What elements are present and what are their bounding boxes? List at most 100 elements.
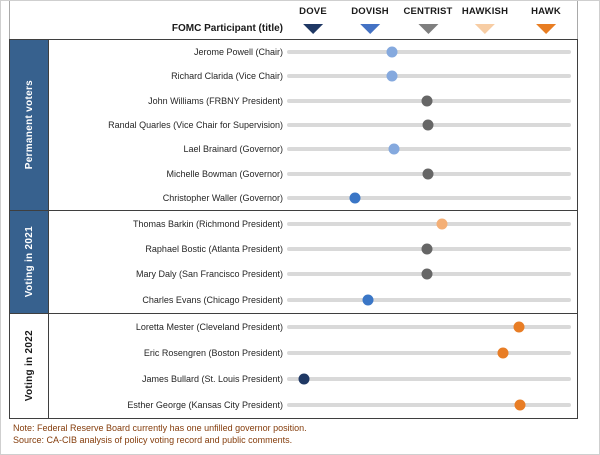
stance-dot: [362, 294, 374, 306]
stance-track-line: [287, 147, 571, 152]
participant-name: John Williams (FRBNY President): [148, 95, 283, 106]
scale-item-hawk: HAWK: [531, 6, 561, 34]
participant-row: Raphael Bostic (Atlanta President): [49, 236, 577, 261]
chart-box: Permanent voters Jerome Powell (Chair) Ric…: [9, 39, 578, 419]
participant-name: Esther George (Kansas City President): [127, 399, 283, 410]
stance-dot: [386, 46, 398, 58]
stance-dot: [514, 399, 526, 411]
section-label: Permanent voters: [23, 80, 35, 170]
stance-track-line: [287, 350, 571, 355]
footnotes: Note: Federal Reserve Board currently ha…: [13, 423, 307, 446]
chart-header: FOMC Participant (title) DOVE DOVISH CENTR…: [1, 1, 599, 40]
stance-track: [287, 137, 571, 161]
stance-track-line: [287, 297, 571, 302]
participant-name: Michelle Bowman (Governor): [166, 168, 283, 179]
stance-track: [287, 64, 571, 88]
stance-track: [287, 236, 571, 261]
scale-label-hawkish: HAWKISH: [461, 6, 509, 17]
participant-row: John Williams (FRBNY President): [49, 89, 577, 113]
stance-track-line: [287, 376, 571, 381]
stance-track: [287, 89, 571, 113]
section-label: Voting in 2022: [23, 330, 35, 402]
section-voting-in-2021: Voting in 2021 Thomas Barkin (Richmond Pr…: [10, 211, 577, 314]
scale-item-hawkish: HAWKISH: [462, 6, 508, 34]
stance-dot: [422, 168, 434, 180]
section-rows: Jerome Powell (Chair) Richard Clarida (Vi…: [49, 40, 577, 210]
stance-dot: [436, 218, 448, 230]
section-label: Voting in 2021: [23, 226, 35, 298]
hawk-triangle-icon: [535, 24, 556, 34]
section-sidebar: Voting in 2022: [10, 313, 49, 418]
stance-track: [287, 211, 571, 236]
stance-track: [287, 340, 571, 366]
participant-row: Jerome Powell (Chair): [49, 40, 577, 64]
participant-name: Loretta Mester (Cleveland President): [135, 321, 283, 332]
dovish-triangle-icon: [360, 24, 380, 34]
participant-column-header: FOMC Participant (title): [171, 23, 283, 34]
scale-label-dovish: DOVISH: [351, 6, 389, 17]
stance-track-line: [287, 195, 571, 200]
frame-right-rail: [577, 1, 578, 40]
stance-track: [287, 262, 571, 287]
scale-label-hawk: HAWK: [531, 6, 561, 17]
participant-row: Esther George (Kansas City President): [49, 392, 577, 418]
participant-row: Eric Rosengren (Boston President): [49, 340, 577, 366]
stance-dot: [513, 321, 525, 333]
participant-name: Thomas Barkin (Richmond President): [132, 218, 283, 229]
stance-dot: [298, 373, 310, 385]
stance-track-line: [287, 50, 571, 55]
stance-track-line: [287, 324, 571, 329]
participant-row: James Bullard (St. Louis President): [49, 366, 577, 392]
participant-row: Lael Brainard (Governor): [49, 137, 577, 161]
stance-track-line: [287, 74, 571, 79]
section-permanent-voters: Permanent voters Jerome Powell (Chair) Ric…: [10, 40, 577, 212]
stance-dot: [497, 347, 509, 359]
participant-row: Christopher Waller (Governor): [49, 186, 577, 210]
scale-item-dove: DOVE: [299, 6, 327, 34]
participant-name: Christopher Waller (Governor): [162, 192, 283, 203]
section-sidebar: Permanent voters: [10, 40, 49, 211]
participant-name: Lael Brainard (Governor): [183, 144, 283, 155]
section-sidebar: Voting in 2021: [10, 211, 49, 313]
section-rows: Loretta Mester (Cleveland President) Eric…: [49, 314, 577, 418]
participant-name: Richard Clarida (Vice Chair): [171, 71, 283, 82]
stance-track: [287, 161, 571, 185]
stance-dot: [421, 95, 433, 107]
stance-dot: [422, 119, 434, 131]
participant-name: James Bullard (St. Louis President): [141, 373, 283, 384]
participant-name: Jerome Powell (Chair): [193, 47, 283, 58]
stance-dot: [388, 143, 400, 155]
stance-track: [287, 366, 571, 392]
participant-row: Richard Clarida (Vice Chair): [49, 64, 577, 88]
stance-track-line: [287, 221, 571, 226]
stance-track: [287, 314, 571, 340]
stance-track: [287, 392, 571, 418]
participant-name: Charles Evans (Chicago President): [142, 294, 283, 305]
note-text: Note: Federal Reserve Board currently ha…: [13, 423, 307, 433]
stance-dot: [386, 70, 398, 82]
participant-name: Randal Quarles (Vice Chair for Supervisi…: [108, 120, 283, 131]
participant-name: Eric Rosengren (Boston President): [143, 347, 283, 358]
section-voting-in-2022: Voting in 2022 Loretta Mester (Cleveland …: [10, 313, 577, 418]
participant-row: Loretta Mester (Cleveland President): [49, 314, 577, 340]
participant-row: Thomas Barkin (Richmond President): [49, 211, 577, 236]
participant-row: Mary Daly (San Francisco President): [49, 262, 577, 287]
scale-item-dovish: DOVISH: [351, 6, 389, 34]
stance-dot: [421, 243, 433, 255]
stance-track: [287, 186, 571, 210]
dove-triangle-icon: [302, 24, 323, 34]
stance-dot: [421, 268, 433, 280]
participant-name: Raphael Bostic (Atlanta President): [145, 244, 283, 255]
participant-row: Charles Evans (Chicago President): [49, 287, 577, 312]
scale-item-centrist: CENTRIST: [403, 6, 452, 34]
scale-label-centrist: CENTRIST: [403, 6, 453, 17]
centrist-triangle-icon: [417, 24, 438, 34]
participant-name: Mary Daly (San Francisco President): [135, 269, 283, 280]
scale-label-dove: DOVE: [299, 6, 327, 17]
stance-track: [287, 113, 571, 137]
participant-row: Michelle Bowman (Governor): [49, 161, 577, 185]
participant-row: Randal Quarles (Vice Chair for Supervisi…: [49, 113, 577, 137]
stance-dot: [349, 192, 361, 204]
source-text: Source: CA-CIB analysis of policy voting…: [13, 434, 293, 445]
